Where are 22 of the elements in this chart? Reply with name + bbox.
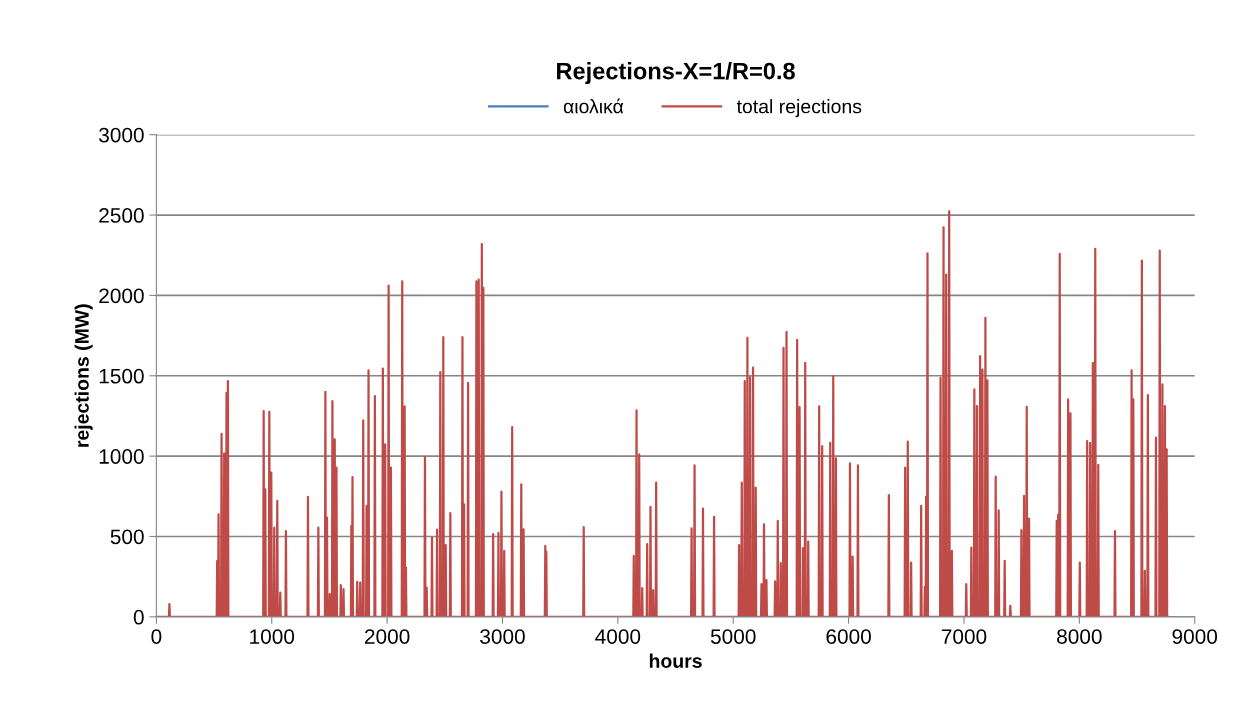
- x-tick-label: 0: [151, 629, 162, 644]
- y-tick-label: 1500: [99, 368, 144, 384]
- y-tick-label: 2500: [99, 208, 144, 223]
- y-axis-title: rejections (MW): [74, 304, 93, 447]
- y-tick-label: 500: [110, 529, 144, 545]
- x-tick-label: 1000: [250, 629, 295, 644]
- x-tick-label: 2000: [364, 629, 410, 644]
- x-tick-label: 7000: [941, 629, 987, 644]
- y-tick-label: 2000: [99, 288, 144, 304]
- legend-label: αιολικά: [563, 98, 624, 114]
- x-tick-label: 3000: [480, 629, 525, 644]
- x-axis-title: hours: [649, 653, 702, 668]
- x-tick-label: 5000: [710, 629, 756, 644]
- x-tick-label: 6000: [826, 629, 871, 644]
- chart-title: Rejections-X=1/R=0.8: [557, 62, 795, 85]
- x-tick-label: 9000: [1172, 629, 1218, 644]
- x-tick-label: 8000: [1057, 629, 1102, 644]
- legend-label: total rejections: [736, 99, 862, 118]
- y-tick-label: 0: [133, 609, 144, 625]
- y-tick-label: 1000: [99, 449, 144, 464]
- x-tick-label: 4000: [595, 629, 641, 644]
- y-tick-label: 3000: [99, 127, 144, 143]
